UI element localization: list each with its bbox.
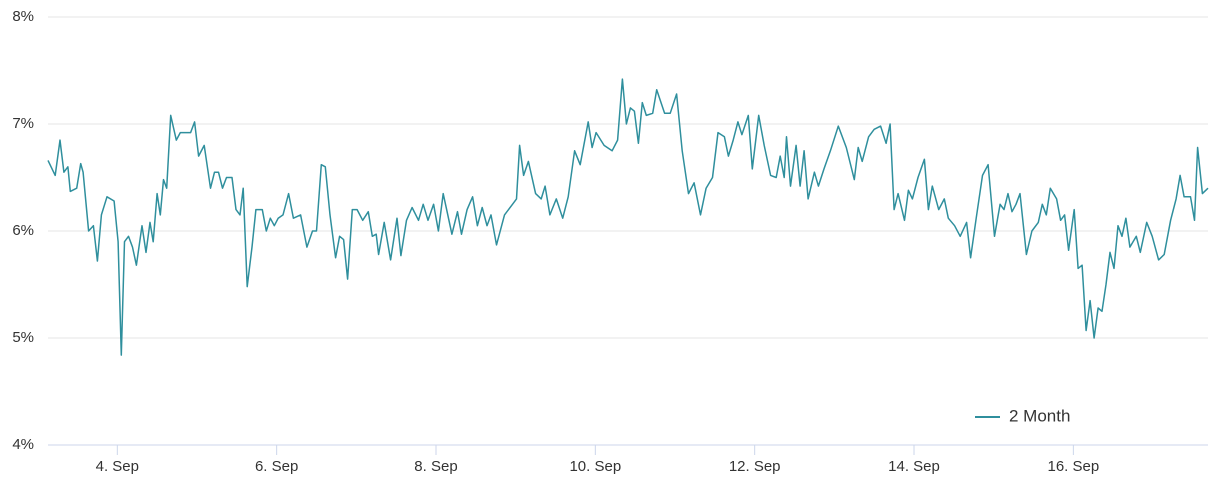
y-tick-label: 5%	[12, 329, 34, 346]
x-tick-label: 14. Sep	[888, 458, 940, 475]
data-line	[47, 78, 1209, 356]
y-tick-label: 6%	[12, 222, 34, 239]
y-tick-label: 8%	[12, 8, 34, 25]
x-tick-label: 8. Sep	[414, 458, 457, 475]
y-tick-label: 7%	[12, 115, 34, 132]
x-tick-label: 6. Sep	[255, 458, 298, 475]
x-tick-label: 16. Sep	[1047, 458, 1099, 475]
x-tick-label: 12. Sep	[729, 458, 781, 475]
y-tick-label: 4%	[12, 436, 34, 453]
x-tick-label: 4. Sep	[96, 458, 139, 475]
x-tick-label: 10. Sep	[569, 458, 621, 475]
legend-label: 2 Month	[1009, 406, 1070, 425]
